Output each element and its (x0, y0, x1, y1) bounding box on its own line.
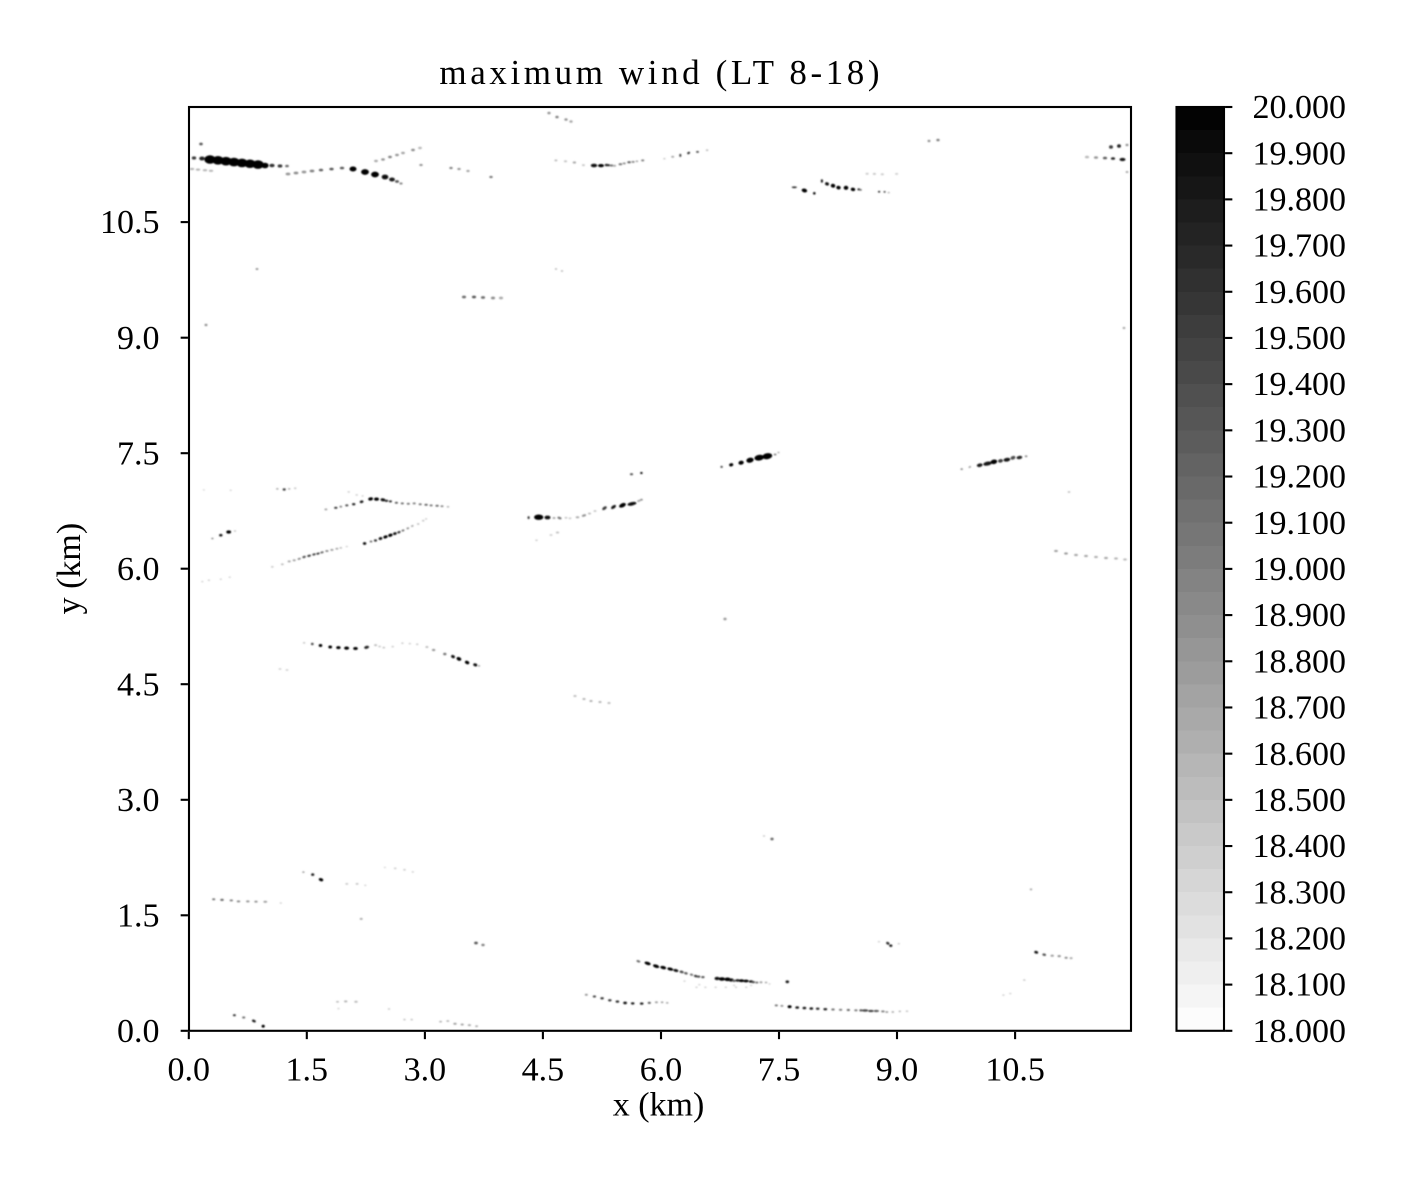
svg-text:4.5: 4.5 (522, 1052, 565, 1089)
svg-text:18.200: 18.200 (1253, 921, 1347, 958)
svg-text:19.800: 19.800 (1253, 182, 1347, 219)
svg-text:4.5: 4.5 (117, 666, 160, 703)
svg-text:19.000: 19.000 (1253, 551, 1347, 588)
svg-text:10.5: 10.5 (100, 204, 160, 241)
svg-text:18.700: 18.700 (1253, 690, 1347, 727)
svg-text:18.300: 18.300 (1253, 874, 1347, 911)
svg-text:9.0: 9.0 (117, 320, 160, 357)
svg-text:18.500: 18.500 (1253, 782, 1347, 819)
svg-text:18.100: 18.100 (1253, 967, 1347, 1004)
svg-text:7.5: 7.5 (758, 1052, 801, 1089)
svg-text:10.5: 10.5 (985, 1052, 1045, 1089)
svg-text:0.0: 0.0 (168, 1052, 211, 1089)
svg-text:19.300: 19.300 (1253, 412, 1347, 449)
svg-text:1.5: 1.5 (286, 1052, 329, 1089)
svg-text:3.0: 3.0 (404, 1052, 447, 1089)
svg-text:1.5: 1.5 (117, 897, 160, 934)
svg-text:19.700: 19.700 (1253, 228, 1347, 265)
svg-text:maximum wind (LT 8-18): maximum wind (LT 8-18) (439, 53, 883, 92)
svg-text:20.000: 20.000 (1253, 89, 1347, 126)
svg-text:7.5: 7.5 (117, 435, 160, 472)
svg-text:19.200: 19.200 (1253, 459, 1347, 496)
svg-text:19.400: 19.400 (1253, 366, 1347, 403)
svg-text:3.0: 3.0 (117, 782, 160, 819)
svg-text:19.500: 19.500 (1253, 320, 1347, 357)
svg-text:x (km): x (km) (613, 1087, 705, 1124)
svg-text:6.0: 6.0 (117, 551, 160, 588)
svg-text:6.0: 6.0 (640, 1052, 683, 1089)
svg-text:9.0: 9.0 (876, 1052, 919, 1089)
svg-text:18.900: 18.900 (1253, 597, 1347, 634)
svg-text:19.600: 19.600 (1253, 274, 1347, 311)
svg-text:19.900: 19.900 (1253, 135, 1347, 172)
svg-text:18.400: 18.400 (1253, 828, 1347, 865)
svg-text:18.000: 18.000 (1253, 1013, 1347, 1050)
svg-text:18.600: 18.600 (1253, 736, 1347, 773)
svg-text:18.800: 18.800 (1253, 643, 1347, 680)
svg-text:0.0: 0.0 (117, 1013, 160, 1050)
svg-text:y (km): y (km) (51, 523, 88, 615)
svg-text:19.100: 19.100 (1253, 505, 1347, 542)
